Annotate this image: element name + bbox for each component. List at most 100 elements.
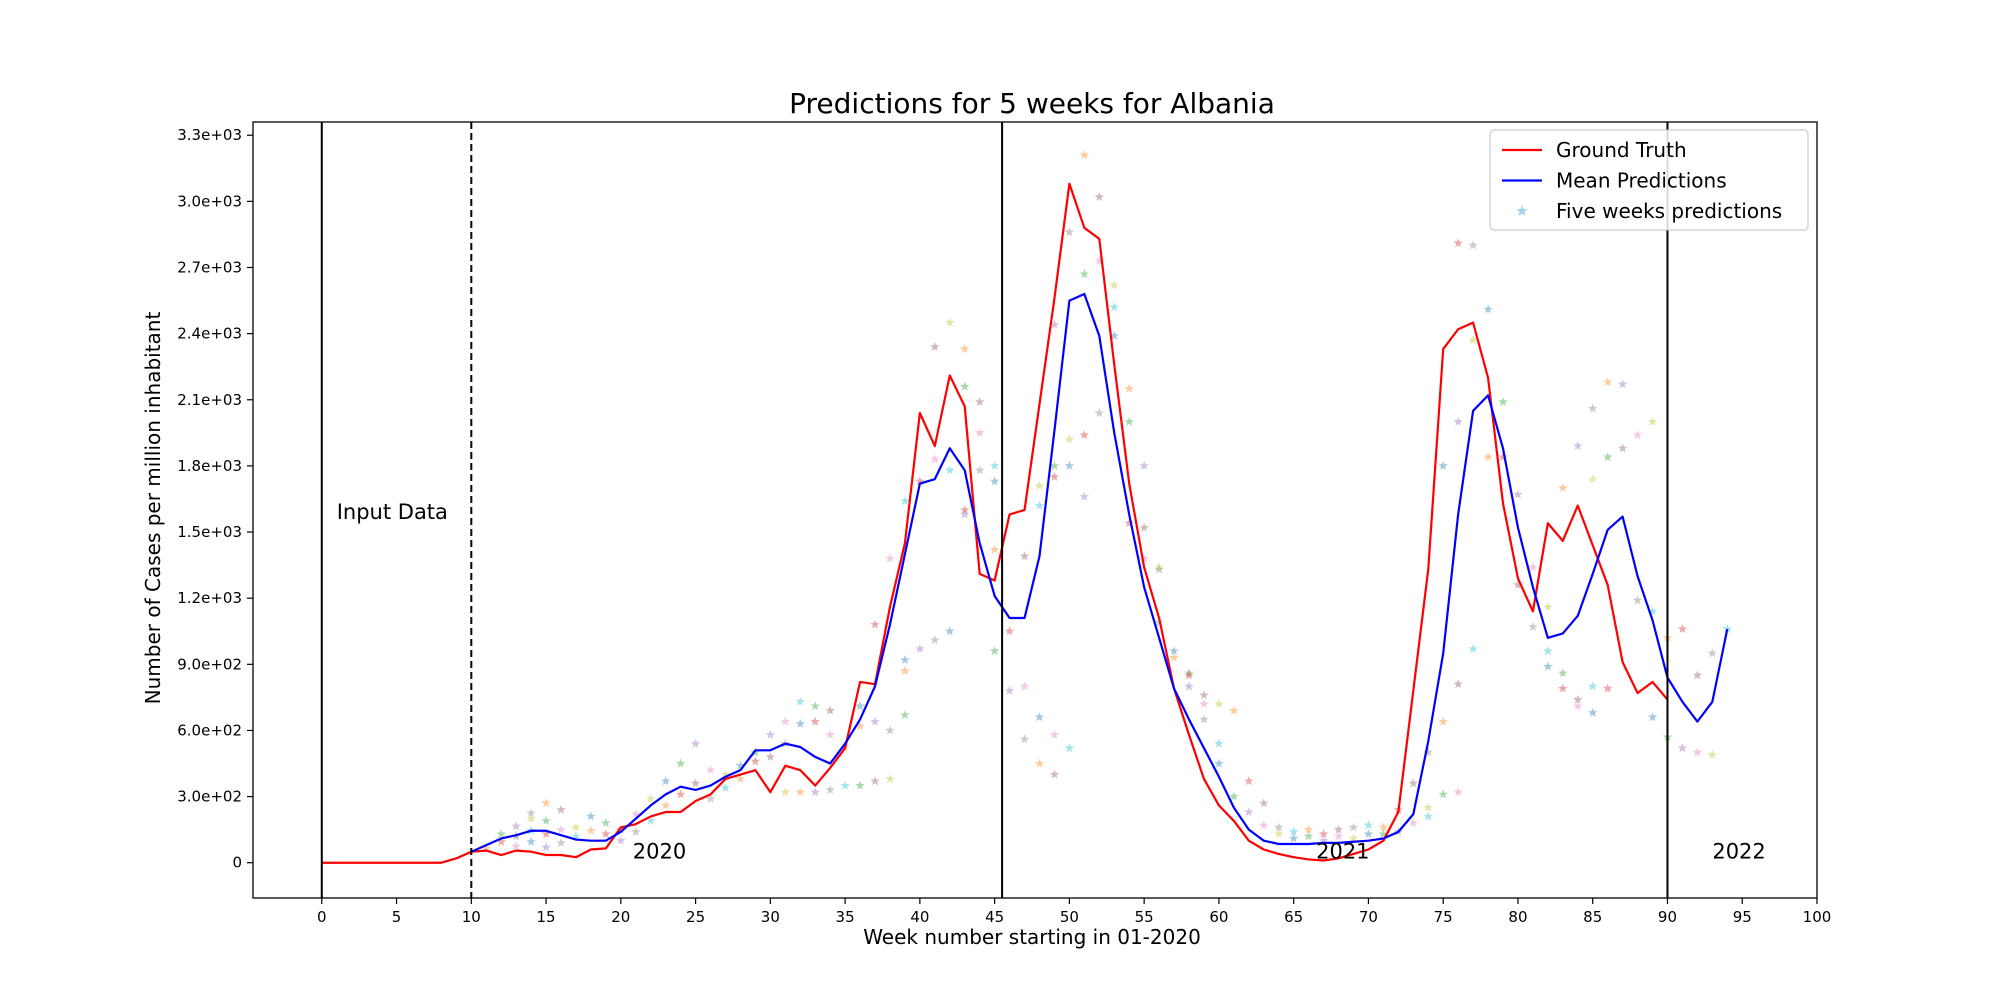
- y-tick-label: 2.7e+03: [177, 259, 242, 277]
- scatter-point: [1049, 319, 1060, 329]
- x-tick-label: 60: [1209, 908, 1228, 926]
- scatter-point: [780, 787, 791, 797]
- scatter-point: [1498, 396, 1508, 407]
- scatter-point: [1438, 789, 1448, 799]
- scatter-point: [1273, 829, 1284, 839]
- scatter-point: [1602, 683, 1613, 693]
- scatter-point: [825, 705, 835, 715]
- scatter-point: [556, 837, 566, 847]
- scatter-point: [675, 758, 686, 768]
- scatter-point: [810, 716, 820, 726]
- scatter-point: [556, 824, 566, 834]
- scatter-point: [616, 835, 626, 845]
- plot-background: [253, 122, 1817, 898]
- scatter-point: [1049, 769, 1060, 779]
- scatter-point: [930, 341, 940, 351]
- y-tick-label: 0: [232, 854, 242, 872]
- scatter-point: [1453, 238, 1463, 248]
- scatter-point: [511, 821, 521, 831]
- scatter-point: [541, 798, 551, 808]
- x-tick-label: 65: [1284, 908, 1303, 926]
- scatter-point: [1288, 826, 1299, 836]
- scatter-point: [1064, 743, 1075, 753]
- scatter-point: [1034, 712, 1045, 722]
- scatter-point: [1647, 606, 1658, 616]
- scatter-point: [586, 825, 596, 835]
- scatter-point: [989, 460, 1000, 470]
- scatter-point: [1573, 694, 1583, 704]
- scatter-point: [1423, 802, 1433, 812]
- scatter-point: [1214, 699, 1224, 709]
- scatter-point: [1573, 441, 1583, 451]
- scatter-point: [1154, 564, 1164, 574]
- scatter-point: [1707, 648, 1718, 658]
- scatter-point: [1303, 831, 1314, 841]
- scatter-point: [1632, 430, 1643, 440]
- scatter-point: [1558, 668, 1568, 678]
- scatter-point: [1513, 489, 1523, 499]
- series-line-mean-predictions: [470, 292, 1729, 853]
- scatter-point: [1587, 403, 1598, 413]
- scatter-point: [1378, 822, 1389, 832]
- x-tick-label: 25: [686, 908, 705, 926]
- scatter-point: [974, 465, 985, 475]
- x-tick-label: 75: [1434, 908, 1453, 926]
- scatter-point: [1303, 824, 1314, 834]
- scatter-point: [1602, 377, 1613, 387]
- legend-swatch-five-weeks-predictions: [1516, 205, 1528, 216]
- vertical-lines: [320, 122, 1669, 898]
- scatter-point: [1363, 829, 1374, 839]
- scatter-point: [1169, 652, 1179, 662]
- scatter-point: [1199, 714, 1209, 724]
- scatter-point: [795, 718, 806, 728]
- scatter-point: [1094, 191, 1105, 201]
- scatter-point: [825, 729, 835, 739]
- scatter-point: [526, 836, 536, 846]
- x-axis-title: Week number starting in 01-2020: [863, 925, 1201, 949]
- scatter-point: [541, 829, 551, 839]
- scatter-point: [1453, 787, 1463, 797]
- scatter-point: [1468, 643, 1478, 653]
- scatter-point: [989, 544, 1000, 554]
- annotation-label: 2021: [1316, 839, 1369, 863]
- scatter-point: [1049, 471, 1060, 481]
- scatter-point: [1423, 811, 1433, 821]
- scatter-point: [974, 427, 985, 437]
- y-tick-label: 3.0e+02: [177, 788, 242, 806]
- scatter-point: [825, 784, 835, 795]
- legend: Ground Truth Mean Predictions Five weeks p…: [1489, 129, 1809, 231]
- scatter-point: [959, 344, 970, 354]
- scatter-point: [1348, 833, 1359, 843]
- scatter-point: [780, 716, 791, 726]
- scatter-point: [870, 619, 880, 629]
- scatter-point: [885, 725, 895, 735]
- scatter-point: [481, 843, 492, 853]
- annotation-label: 2022: [1712, 839, 1765, 863]
- scatter-point: [885, 773, 895, 783]
- scatter-point: [1184, 668, 1194, 678]
- x-tick-label: 5: [392, 908, 402, 926]
- y-tick-label: 6.0e+02: [177, 721, 242, 739]
- scatter-point: [1483, 452, 1493, 462]
- scatter-point: [1049, 460, 1060, 470]
- scatter-point: [1558, 482, 1568, 492]
- scatter-point: [840, 780, 850, 790]
- scatter-point: [930, 454, 940, 464]
- scatter-point: [1617, 379, 1628, 389]
- x-tick-label: 30: [761, 908, 780, 926]
- scatter-point: [645, 793, 656, 803]
- x-tick-label: 70: [1359, 908, 1378, 926]
- scatter-point: [1019, 551, 1030, 561]
- y-axis-title: Number of Cases per million inhabitant: [141, 312, 165, 705]
- scatter-point: [795, 696, 806, 706]
- x-tick-label: 40: [910, 908, 929, 926]
- scatter-point: [1184, 670, 1194, 680]
- scatter-point: [1318, 829, 1329, 839]
- y-tick-label: 9.0e+02: [177, 655, 242, 673]
- scatter-point: [735, 760, 746, 770]
- scatter-point: [1318, 835, 1329, 845]
- scatter-point: [1109, 330, 1119, 340]
- y-tick-label: 1.8e+03: [177, 457, 242, 475]
- scatter-point: [1079, 150, 1090, 160]
- scatter-point: [1647, 712, 1658, 722]
